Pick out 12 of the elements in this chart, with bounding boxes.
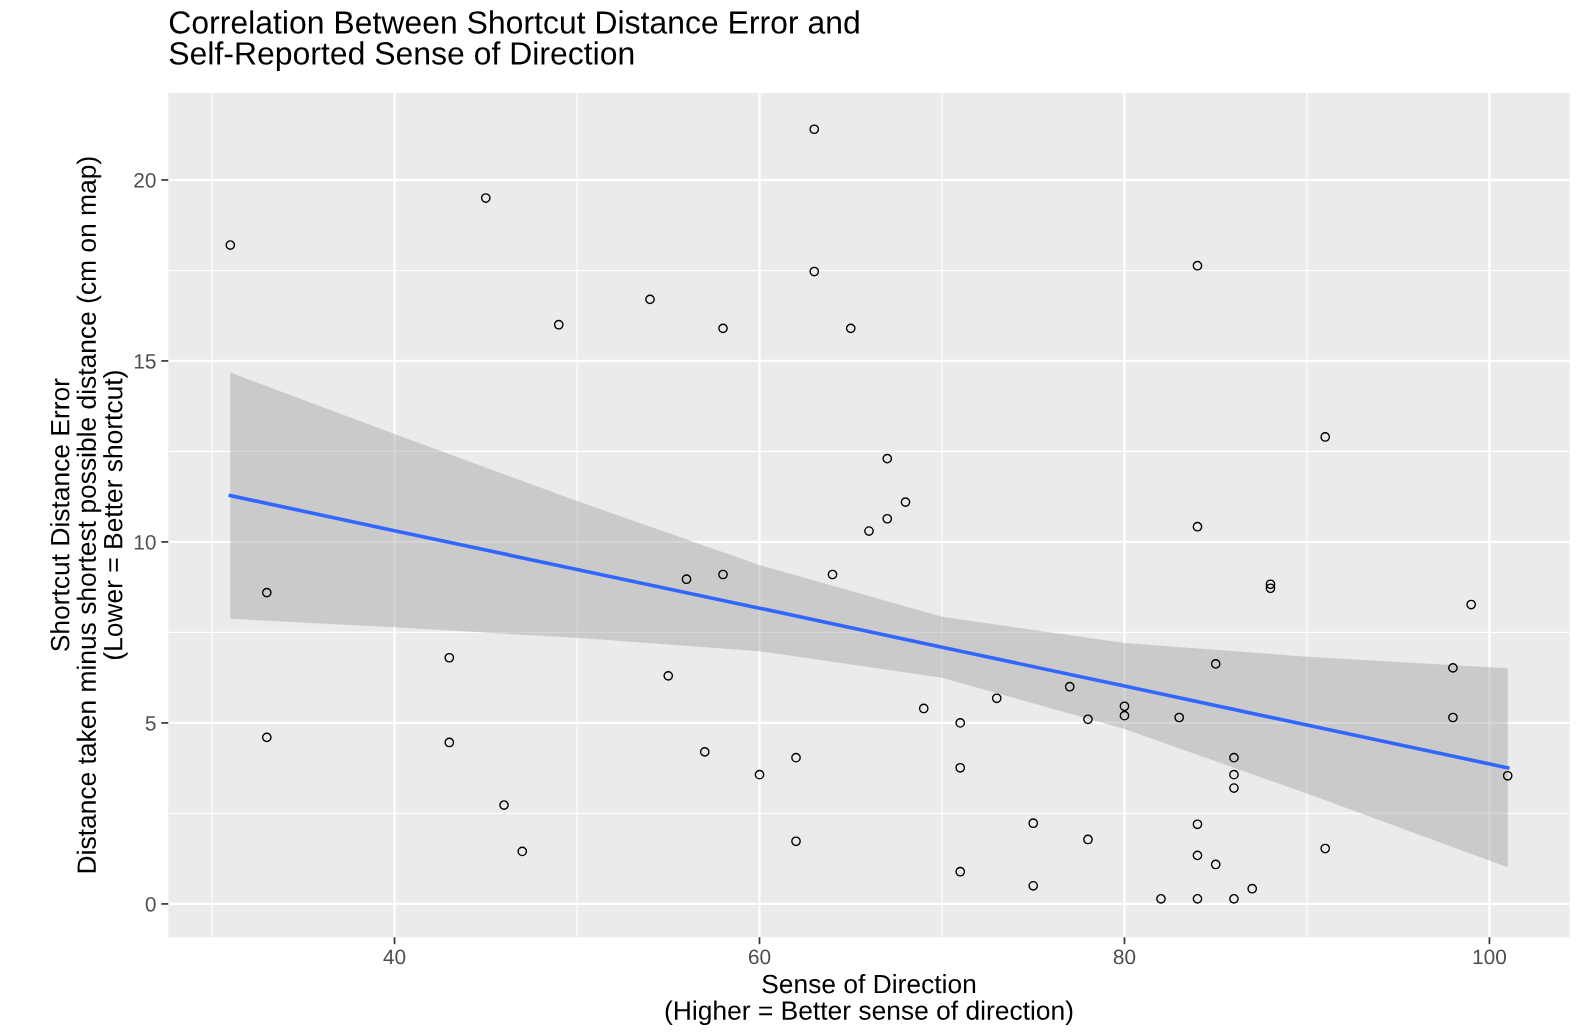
y-tick-label: 5: [145, 716, 156, 731]
x-tick-label: 60: [748, 949, 771, 965]
y-tick-label: 0: [145, 896, 156, 912]
y-tick-label: 15: [134, 354, 156, 369]
x-axis-title: Sense of Direction (Higher = Better sense of direction): [665, 974, 1073, 1026]
y-axis-title: Shortcut Distance Error Distance taken minus shortest possible distance (cm on map) (Lower = Better shortcut): [50, 157, 128, 873]
y-tick-label: 20: [134, 172, 156, 188]
y-tick-label: 10: [134, 534, 156, 550]
x-tick-label: 100: [1473, 949, 1506, 965]
chart-title: Correlation Between Shortcut Distance Error and Self-Reported Sense of Direction: [169, 10, 859, 72]
x-tick-label: 80: [1113, 949, 1136, 965]
x-tick-label: 40: [383, 949, 406, 965]
